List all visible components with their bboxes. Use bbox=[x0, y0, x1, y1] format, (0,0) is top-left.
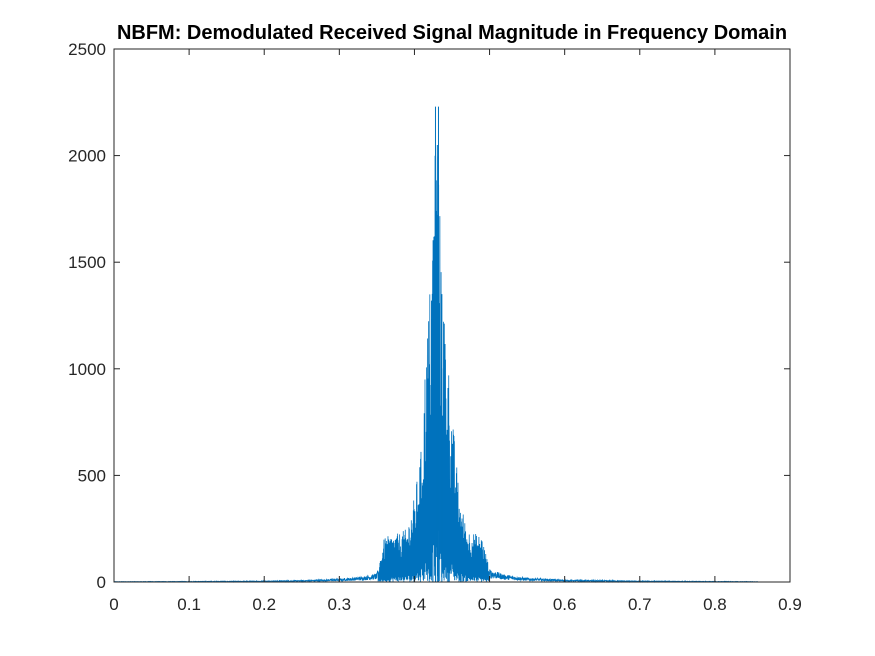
y-tick-label: 0 bbox=[97, 573, 106, 592]
tick-layer: 0 0.1 0.2 0.3 0.4 0.5 0.6 0.7 0.8 0.9 0 500 1000 1500… bbox=[68, 40, 802, 614]
x-tick-label: 0.2 bbox=[252, 595, 276, 614]
x-tick-label: 0.7 bbox=[628, 595, 652, 614]
x-tick-label: 0.8 bbox=[703, 595, 727, 614]
series-layer bbox=[113, 106, 758, 584]
x-tick-label: 0.9 bbox=[778, 595, 802, 614]
x-tick-label: 0.3 bbox=[328, 595, 352, 614]
x-tick-label: 0 bbox=[109, 595, 118, 614]
x-tick-label: 0.1 bbox=[177, 595, 201, 614]
axes-box bbox=[113, 48, 791, 583]
y-tick-label: 2000 bbox=[68, 147, 106, 166]
chart-title: NBFM: Demodulated Received Signal Magnit… bbox=[117, 22, 787, 44]
x-tick-label: 0.5 bbox=[478, 595, 502, 614]
x-tick-label: 0.6 bbox=[553, 595, 577, 614]
y-tick-label: 500 bbox=[78, 466, 106, 485]
y-tick-label: 1000 bbox=[68, 360, 106, 379]
y-tick-label: 2500 bbox=[68, 40, 106, 59]
x-tick-label: 0.4 bbox=[403, 595, 427, 614]
y-tick-label: 1500 bbox=[68, 253, 106, 272]
